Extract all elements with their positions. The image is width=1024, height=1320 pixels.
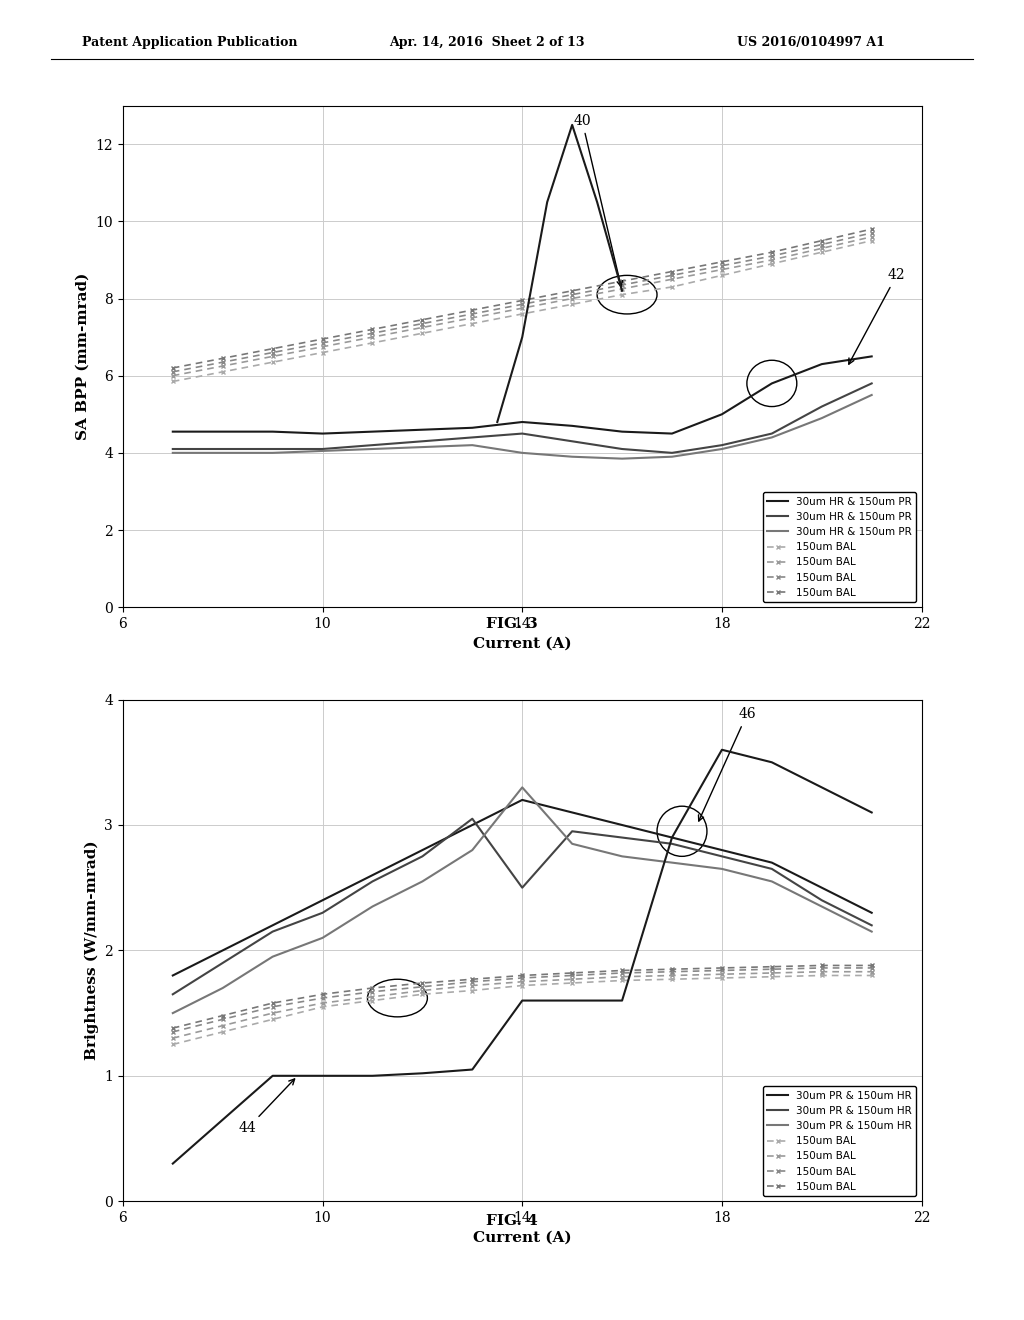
Text: 42: 42	[849, 268, 905, 364]
Text: FIG. 4: FIG. 4	[486, 1214, 538, 1228]
Y-axis label: Brightness (W/mm-mrad): Brightness (W/mm-mrad)	[84, 841, 98, 1060]
Text: Patent Application Publication: Patent Application Publication	[82, 36, 297, 49]
Text: FIG. 3: FIG. 3	[486, 618, 538, 631]
X-axis label: Current (A): Current (A)	[473, 1230, 571, 1245]
Text: Apr. 14, 2016  Sheet 2 of 13: Apr. 14, 2016 Sheet 2 of 13	[389, 36, 585, 49]
Text: 46: 46	[698, 708, 756, 821]
Text: US 2016/0104997 A1: US 2016/0104997 A1	[737, 36, 885, 49]
Text: 44: 44	[239, 1078, 295, 1135]
Text: 40: 40	[573, 114, 623, 286]
Y-axis label: SA BPP (mm-mrad): SA BPP (mm-mrad)	[76, 273, 90, 440]
Legend: 30um PR & 150um HR, 30um PR & 150um HR, 30um PR & 150um HR, 150um BAL, 150um BAL: 30um PR & 150um HR, 30um PR & 150um HR, …	[763, 1086, 916, 1196]
Legend: 30um HR & 150um PR, 30um HR & 150um PR, 30um HR & 150um PR, 150um BAL, 150um BAL: 30um HR & 150um PR, 30um HR & 150um PR, …	[763, 492, 916, 602]
X-axis label: Current (A): Current (A)	[473, 636, 571, 651]
